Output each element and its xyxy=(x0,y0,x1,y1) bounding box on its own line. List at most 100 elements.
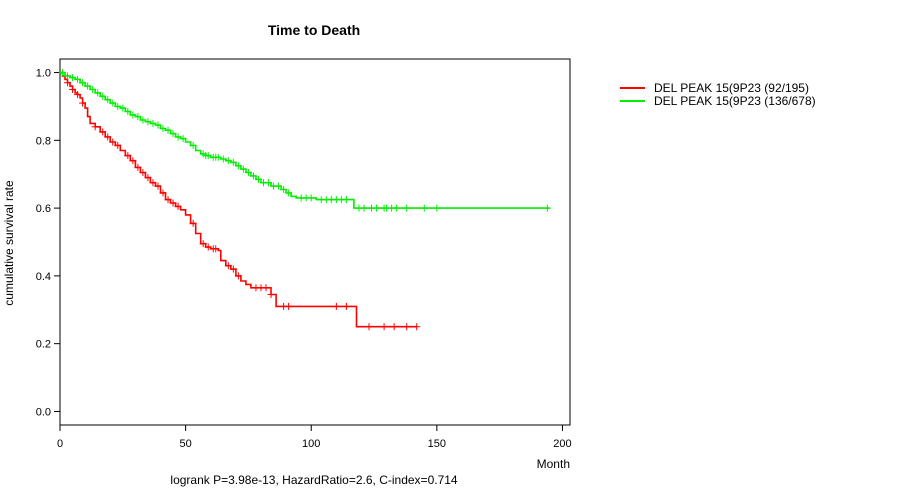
censor-mark xyxy=(189,141,197,149)
censor-mark xyxy=(234,272,242,280)
censor-mark xyxy=(214,153,222,161)
censor-mark xyxy=(262,284,270,292)
censor-mark xyxy=(224,262,232,270)
censor-mark xyxy=(129,111,137,119)
censor-mark xyxy=(390,323,398,331)
censor-mark xyxy=(403,323,411,331)
censor-mark xyxy=(159,124,167,132)
legend-label-1: DEL PEAK 15(9P23 (92/195) xyxy=(654,81,809,95)
censor-mark xyxy=(164,196,172,204)
y-axis: 0.0 0.2 0.4 0.6 0.8 1.0 xyxy=(36,68,60,418)
censor-mark xyxy=(124,108,132,116)
censor-mark xyxy=(144,118,152,126)
x-axis: 0 50 100 150 200 xyxy=(57,425,572,450)
plot-frame xyxy=(59,58,571,426)
censor-mark xyxy=(114,102,122,110)
y-tick-label: 1.0 xyxy=(36,68,51,80)
censor-mark xyxy=(159,189,167,197)
censor-mark xyxy=(275,182,283,190)
censor-mark xyxy=(204,152,212,160)
censor-mark xyxy=(285,302,293,310)
censor-mark xyxy=(64,79,72,87)
censor-mark xyxy=(433,204,441,212)
x-tick-label: 50 xyxy=(179,438,191,450)
censor-mark xyxy=(224,157,232,165)
censor-mark xyxy=(265,179,273,187)
censor-mark xyxy=(99,128,107,136)
censor-mark xyxy=(420,204,428,212)
survival-curve-1 xyxy=(60,71,417,328)
censor-mark xyxy=(124,152,132,160)
censor-mark xyxy=(342,302,350,310)
censor-mark xyxy=(219,155,227,163)
censor-mark xyxy=(69,74,77,82)
y-tick-label: 0.6 xyxy=(36,203,51,215)
censor-mark xyxy=(154,121,162,129)
y-axis-label: cumulative survival rate xyxy=(2,180,16,306)
statistics-footer: logrank P=3.98e-13, HazardRatio=2.6, C-i… xyxy=(170,473,458,487)
censor-mark xyxy=(109,99,117,107)
censor-mark xyxy=(229,158,237,166)
censor-mark xyxy=(204,243,212,251)
censor-mark xyxy=(119,104,127,112)
censor-mark xyxy=(280,185,288,193)
censor-mark xyxy=(239,165,247,173)
x-axis-label: Month xyxy=(537,457,570,471)
censor-mark xyxy=(307,194,315,202)
censor-mark xyxy=(179,135,187,143)
censor-mark xyxy=(114,141,122,149)
censor-mark xyxy=(174,133,182,141)
censor-mark xyxy=(139,169,147,177)
censor-mark xyxy=(94,89,102,97)
censor-mark xyxy=(332,302,340,310)
censor-mark xyxy=(109,138,117,146)
y-tick-label: 0.4 xyxy=(36,271,51,283)
censor-mark xyxy=(169,199,177,207)
censor-mark xyxy=(64,72,72,80)
censor-mark xyxy=(244,169,252,177)
censor-mark xyxy=(134,163,142,171)
censor-mark xyxy=(380,323,388,331)
censor-mark xyxy=(89,86,97,93)
series-layer xyxy=(59,69,551,331)
x-tick-label: 0 xyxy=(57,438,63,450)
censor-mark xyxy=(254,175,262,183)
censor-mark xyxy=(360,204,368,212)
censor-mark xyxy=(234,162,242,170)
censor-mark xyxy=(229,265,237,273)
censor-mark xyxy=(74,91,82,99)
censor-mark xyxy=(393,204,401,212)
x-tick-label: 200 xyxy=(553,438,571,450)
censor-mark xyxy=(154,182,162,190)
censor-mark xyxy=(189,219,197,227)
censor-mark xyxy=(174,202,182,210)
censor-mark xyxy=(249,172,257,180)
censor-mark xyxy=(129,157,137,165)
censor-mark xyxy=(104,96,112,104)
legend: DEL PEAK 15(9P23 (92/195) DEL PEAK 15(9P… xyxy=(620,81,816,108)
censor-mark xyxy=(139,116,147,124)
censor-mark xyxy=(134,113,142,121)
censor-mark xyxy=(365,323,373,331)
censor-mark xyxy=(212,245,220,253)
censor-mark xyxy=(144,174,152,182)
censor-mark xyxy=(69,86,77,93)
chart-title: Time to Death xyxy=(268,22,360,38)
censor-mark xyxy=(199,240,207,248)
censor-mark xyxy=(59,69,67,77)
censor-mark xyxy=(373,204,381,212)
censor-mark xyxy=(285,189,293,197)
censor-mark xyxy=(149,119,157,127)
censor-mark xyxy=(79,99,87,107)
censor-mark xyxy=(413,323,421,331)
legend-label-2: DEL PEAK 15(9P23 (136/678) xyxy=(654,94,816,108)
censor-mark xyxy=(403,204,411,212)
x-tick-label: 100 xyxy=(302,438,320,450)
censor-mark xyxy=(267,291,275,299)
censor-mark xyxy=(91,123,99,131)
censor-mark xyxy=(104,133,112,141)
censor-mark xyxy=(543,204,551,212)
y-tick-label: 0.2 xyxy=(36,339,51,351)
